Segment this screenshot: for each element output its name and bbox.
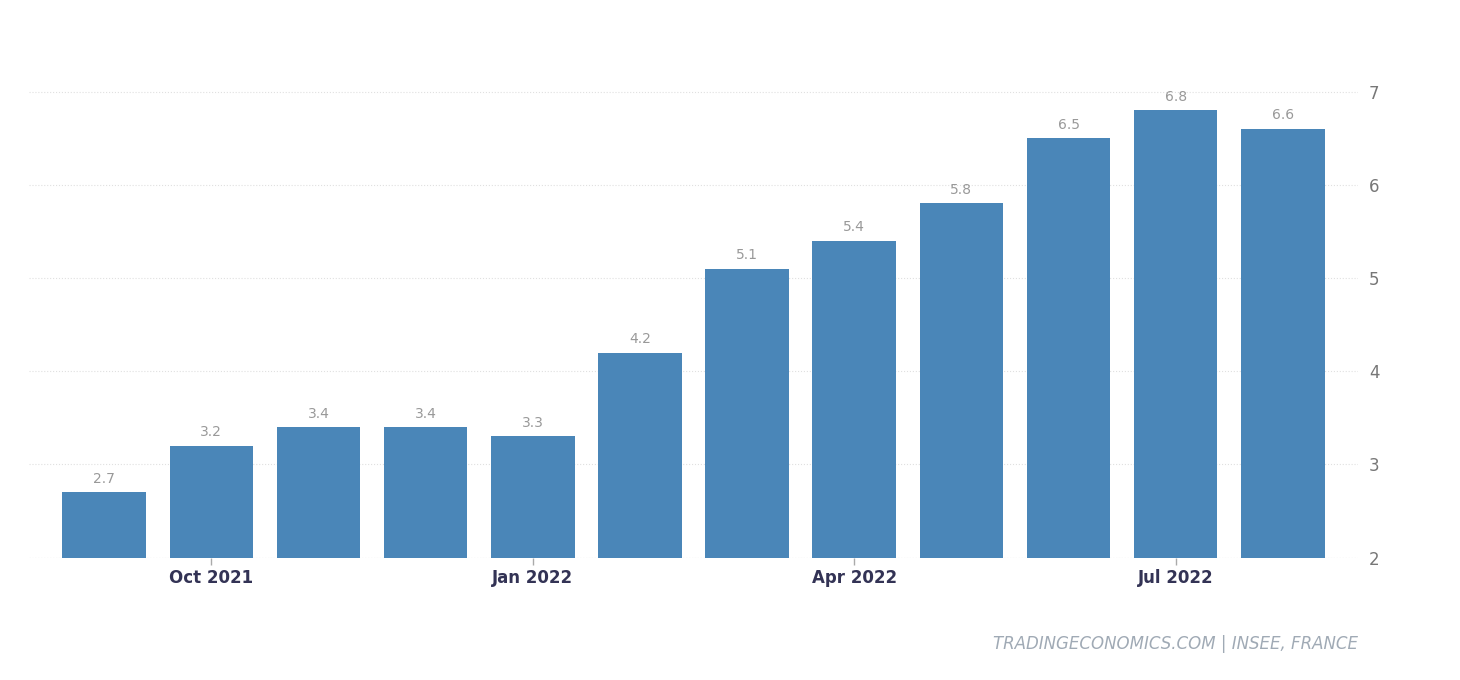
Text: TRADINGECONOMICS.COM | INSEE, FRANCE: TRADINGECONOMICS.COM | INSEE, FRANCE [993,635,1358,653]
Text: 5.1: 5.1 [736,248,758,262]
Text: 4.2: 4.2 [629,332,651,346]
Bar [812,241,896,680]
Text: 6.5: 6.5 [1057,118,1079,132]
Bar [491,437,575,680]
Bar [599,353,682,680]
Text: 3.4: 3.4 [415,407,437,421]
Text: 2.7: 2.7 [93,472,115,486]
Bar [277,427,361,680]
Text: 5.8: 5.8 [950,183,972,197]
Bar [384,427,467,680]
Bar [169,446,253,680]
Text: 3.4: 3.4 [308,407,330,421]
Text: 5.4: 5.4 [844,220,866,234]
Bar [1026,138,1110,680]
Text: 6.6: 6.6 [1272,108,1294,122]
Bar [63,492,146,680]
Bar [1134,110,1218,680]
Text: 3.3: 3.3 [521,416,543,430]
Bar [920,203,1003,680]
Text: 6.8: 6.8 [1165,90,1187,104]
Bar [1241,129,1324,680]
Text: 3.2: 3.2 [200,425,222,439]
Bar [705,269,788,680]
